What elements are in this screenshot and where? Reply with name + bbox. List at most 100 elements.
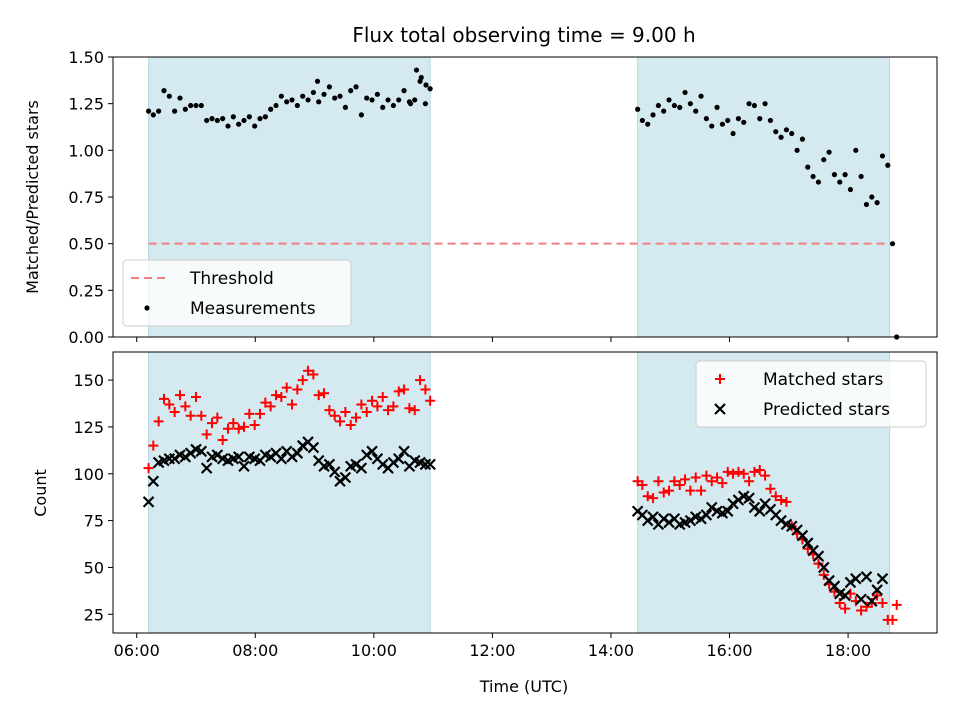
measurement-point	[188, 102, 194, 109]
matched-star-point	[351, 412, 362, 423]
measurement-point	[869, 194, 875, 200]
measurement-point	[698, 93, 704, 99]
legend-swatch	[715, 374, 725, 384]
matched-star-point	[185, 410, 196, 421]
measurement-point	[842, 172, 848, 178]
matched-star-point	[420, 384, 431, 395]
predicted-star-point	[291, 447, 304, 459]
predicted-star-point	[387, 456, 400, 469]
predicted-star-point	[328, 466, 341, 478]
predicted-star-point	[684, 514, 697, 527]
measurement-point	[671, 102, 677, 109]
observing-window-1	[148, 351, 431, 634]
measurement-point	[661, 108, 667, 114]
measurement-point	[858, 173, 864, 180]
series-measurements	[145, 67, 900, 340]
measurement-point	[730, 130, 736, 137]
predicted-star-point	[753, 505, 766, 518]
matched-star-point	[770, 491, 781, 502]
matched-star-point	[319, 388, 330, 399]
measurement-point	[289, 97, 295, 103]
y-tick-label: 0.00	[68, 328, 104, 347]
measurement-point	[709, 123, 715, 129]
measurement-point	[789, 130, 795, 137]
measurement-point	[655, 102, 661, 109]
measurement-point	[783, 127, 790, 133]
measurement-point	[635, 106, 641, 112]
matched-star-point	[760, 470, 771, 481]
matched-star-point	[292, 384, 303, 395]
matched-star-point	[164, 399, 175, 410]
predicted-star-point	[855, 593, 867, 606]
measurement-point	[815, 179, 822, 185]
y-tick-label: 0.50	[68, 235, 104, 254]
measurement-point	[214, 117, 220, 124]
measurement-point	[278, 93, 284, 99]
plot-layer: 0.00 0.25 0.50 0.75 1.00 1.25 1.50 Threshold Mea…	[68, 48, 938, 660]
predicted-star-point	[147, 475, 160, 488]
observing-window-2	[637, 56, 891, 338]
matched-star-point	[415, 375, 426, 386]
predicted-star-point	[286, 451, 298, 463]
matched-star-point	[404, 403, 415, 414]
matched-star-point	[776, 494, 787, 505]
measurement-point	[161, 88, 167, 94]
measurement-point	[407, 101, 414, 107]
measurement-point	[300, 93, 306, 99]
measurement-point	[879, 153, 886, 159]
predicted-star-point	[641, 514, 654, 527]
matched-star-point	[265, 401, 276, 412]
predicted-star-point	[748, 501, 761, 514]
measurement-point	[666, 97, 672, 103]
measurement-point	[209, 116, 215, 122]
matched-star-point	[690, 472, 701, 483]
matched-star-point	[158, 393, 169, 404]
measurement-point	[246, 114, 252, 120]
legend-label: Measurements	[190, 299, 316, 319]
measurement-point	[682, 89, 688, 96]
predicted-star-point	[323, 458, 336, 471]
matched-star-point	[840, 603, 851, 614]
matched-star-point	[856, 605, 867, 616]
y-tick-label: 1.00	[68, 141, 104, 160]
measurement-point	[374, 91, 380, 97]
x-axis-label: Time (UTC)	[479, 677, 568, 696]
measurement-point	[364, 95, 370, 101]
matched-star-point	[143, 463, 154, 474]
matched-star-point	[377, 391, 388, 402]
x-tick-label: 14:00	[588, 641, 634, 660]
legend-swatch	[144, 305, 150, 311]
measurement-point	[305, 97, 311, 103]
predicted-star-point	[700, 509, 713, 521]
measurement-point	[321, 91, 327, 97]
matched-star-point	[169, 406, 180, 417]
measurement-point	[810, 173, 816, 180]
matched-star-point	[722, 466, 733, 477]
predicted-star-point	[647, 511, 659, 523]
measurement-point	[177, 95, 183, 101]
matched-star-point	[148, 440, 159, 451]
measurement-point	[418, 74, 424, 81]
panel-ratio: 0.00 0.25 0.50 0.75 1.00 1.25 1.50 Threshold Mea…	[68, 48, 938, 347]
legend-box	[695, 360, 927, 428]
x-tick-label: 08:00	[232, 641, 278, 660]
matched-star-point	[813, 558, 824, 569]
predicted-star-point	[850, 572, 862, 585]
measurement-point	[693, 108, 699, 114]
measurement-point	[198, 102, 204, 109]
matched-star-point	[239, 421, 250, 432]
y-tick-label: 0.75	[68, 188, 104, 207]
bottom-y-axis-label: Count	[31, 469, 50, 517]
measurement-point	[316, 99, 322, 105]
measurement-point	[348, 88, 354, 94]
predicted-star-point	[232, 451, 245, 463]
measurement-point	[751, 102, 758, 109]
matched-star-point	[217, 435, 228, 446]
measurement-point	[236, 121, 242, 127]
measurement-point	[310, 89, 316, 96]
measurement-point	[863, 201, 870, 208]
measurement-point	[725, 117, 731, 124]
measurement-point	[262, 114, 268, 120]
predicted-star-point	[366, 445, 378, 458]
